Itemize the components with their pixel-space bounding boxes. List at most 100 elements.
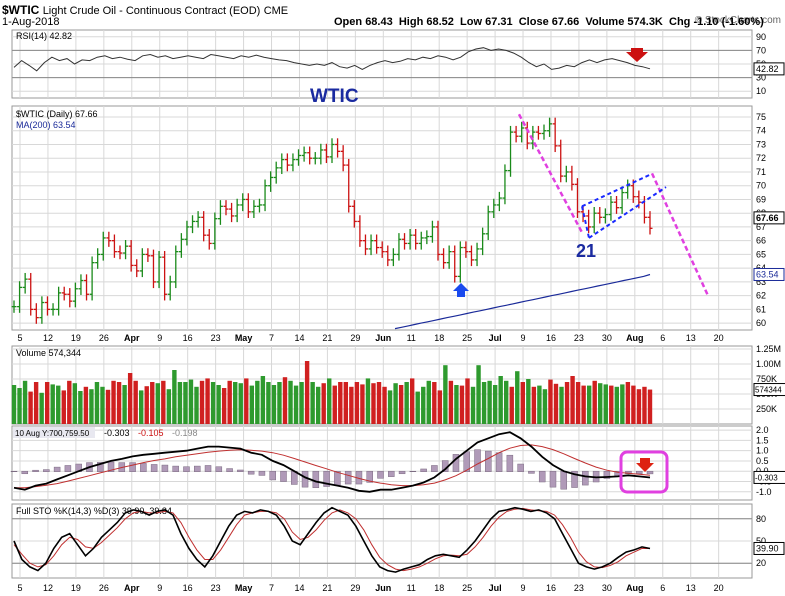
x-axis-label: 14 xyxy=(294,333,304,343)
volume-bar xyxy=(249,385,255,424)
macd-hist-bar xyxy=(204,465,212,472)
volume-bar xyxy=(592,380,597,424)
rsi-down-arrow xyxy=(626,48,648,62)
macd-hist-bar xyxy=(560,470,568,490)
x-axis-label: 19 xyxy=(71,583,81,593)
x-axis-label: 16 xyxy=(183,333,193,343)
volume-bar xyxy=(166,389,172,424)
macd-hist-bar xyxy=(194,465,201,472)
macd-hist-bar xyxy=(398,470,406,475)
ma-last-label: 63.54 xyxy=(756,269,779,279)
volume-bar xyxy=(83,386,89,424)
volume-bar xyxy=(426,380,431,424)
volume-bar xyxy=(548,379,553,424)
blue-channel-lower xyxy=(588,186,667,239)
volume-bar xyxy=(50,384,55,424)
x-axis-label: 13 xyxy=(686,333,696,343)
volume-bar xyxy=(67,380,72,424)
macd-hist-bar xyxy=(53,466,61,472)
quote-line: Open 68.43 High 68.52 Low 67.31 Close 67… xyxy=(334,16,764,28)
blue-channel-side xyxy=(581,206,590,239)
price-tick-label: 62 xyxy=(756,291,766,301)
volume-bar xyxy=(227,380,232,424)
x-axis-label: 23 xyxy=(211,333,221,343)
volume-bar xyxy=(387,390,393,424)
volume-bar xyxy=(144,386,149,424)
x-axis-label: 25 xyxy=(462,333,472,343)
x-axis-label: Jun xyxy=(375,583,391,593)
volume-bar xyxy=(487,380,492,424)
volume-bar xyxy=(404,382,409,424)
x-axis-label: 18 xyxy=(434,333,444,343)
volume-bar xyxy=(647,389,653,424)
x-axis-label: 12 xyxy=(43,583,53,593)
volume-bar xyxy=(354,382,360,424)
volume-bar xyxy=(609,385,614,424)
price-tick-label: 66 xyxy=(756,236,766,246)
macd-hist-bar xyxy=(495,452,503,472)
price-tick-label: 72 xyxy=(756,153,766,163)
x-axis-label: Apr xyxy=(124,333,140,343)
x-axis-label: 5 xyxy=(17,333,22,343)
macd-hist-bar xyxy=(506,454,514,472)
x-axis-label: Jul xyxy=(489,583,502,593)
x-axis-label: 16 xyxy=(183,583,193,593)
volume-bar xyxy=(127,373,133,424)
sto-legend: Full STO %K(14,3) %D(3) 39.90, 39.84 xyxy=(16,506,172,516)
volume-bar xyxy=(293,385,299,424)
price-tick-label: 73 xyxy=(756,139,766,149)
x-axis-label: 30 xyxy=(602,583,612,593)
macd-hist-bar xyxy=(377,470,384,479)
macd-hist-bar xyxy=(21,470,29,475)
volume-bar xyxy=(244,378,249,424)
volume-bar xyxy=(111,380,116,424)
volume-bar xyxy=(271,385,277,424)
volume-bar xyxy=(349,386,354,424)
volume-bar xyxy=(327,378,332,424)
volume-bar xyxy=(17,388,22,424)
x-axis-label: 30 xyxy=(602,333,612,343)
volume-bar xyxy=(509,386,514,424)
volume-bar xyxy=(210,382,216,424)
volume-bar xyxy=(72,383,78,424)
price-last-box xyxy=(753,211,785,225)
volume-bar xyxy=(393,383,398,424)
ma-last-box xyxy=(753,267,785,281)
x-axis-label: 29 xyxy=(350,333,360,343)
x-axis-label: 29 xyxy=(350,583,360,593)
price-tick-label: 75 xyxy=(756,112,766,122)
x-axis-label: 5 xyxy=(17,583,22,593)
sto-tick-label: 50 xyxy=(756,536,766,546)
volume-tick-label: 1.25M xyxy=(756,344,781,354)
volume-bar xyxy=(376,382,382,424)
volume-bar xyxy=(636,389,642,424)
sto-tick-label: 80 xyxy=(756,514,766,524)
macd-hist-bar xyxy=(226,468,233,472)
volume-bar xyxy=(553,383,559,424)
macd-hist-bar xyxy=(646,470,654,475)
x-axis-label: May xyxy=(235,333,253,343)
volume-bar xyxy=(100,386,105,424)
volume-bar xyxy=(443,365,448,424)
x-axis-label: 26 xyxy=(99,583,109,593)
x-axis-label: 21 xyxy=(322,333,332,343)
macd-tick-label: -1.0 xyxy=(756,487,772,497)
macd-last-box xyxy=(753,470,785,484)
volume-bar xyxy=(188,379,194,424)
volume-bar xyxy=(282,377,288,424)
x-axis-label: 9 xyxy=(157,333,162,343)
macd-hist-bar xyxy=(474,449,481,472)
volume-bar xyxy=(575,382,581,424)
macd-tick-label: 0.5 xyxy=(756,456,769,466)
volume-bar xyxy=(122,385,127,424)
price-tick-label: 69 xyxy=(756,194,766,204)
x-axis-label: 14 xyxy=(294,583,304,593)
volume-bar xyxy=(155,383,160,424)
sto-k-line xyxy=(13,506,651,573)
x-axis-label: 23 xyxy=(574,333,584,343)
macd-hist-bar xyxy=(323,470,330,487)
macd-hist-bar xyxy=(183,466,190,472)
macd-hist-bar xyxy=(538,470,546,483)
volume-bar xyxy=(614,386,620,424)
volume-bar xyxy=(531,386,537,424)
